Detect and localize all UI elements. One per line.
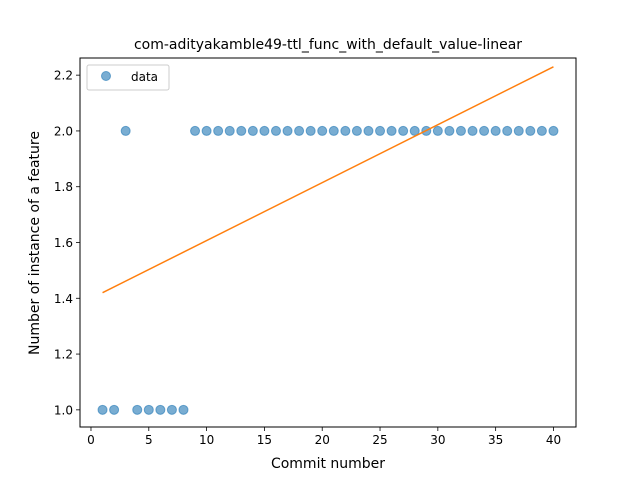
data-point <box>317 125 328 136</box>
data-point <box>305 125 316 136</box>
data-point <box>166 404 177 415</box>
data-point <box>294 125 305 136</box>
data-point <box>224 125 235 136</box>
data-point <box>270 125 281 136</box>
data-point <box>375 125 386 136</box>
y-tick-label: 2.2 <box>54 69 73 83</box>
data-point <box>132 404 143 415</box>
y-tick-label: 1.8 <box>54 180 73 194</box>
chart-title: com-adityakamble49-ttl_func_with_default… <box>134 37 522 53</box>
data-point <box>444 125 455 136</box>
x-axis-label: Commit number <box>271 456 385 472</box>
legend-marker-data <box>101 71 111 81</box>
data-point <box>213 125 224 136</box>
plot-area: 0 5 10 15 20 25 30 35 40 1.0 1.2 1.4 1.6 1.8 2.0 2.2 <box>54 57 577 447</box>
legend: data <box>86 64 170 91</box>
x-tick-label: 20 <box>315 433 330 447</box>
data-point <box>432 125 443 136</box>
data-point <box>247 125 258 136</box>
data-point <box>143 404 154 415</box>
data-point <box>502 125 513 136</box>
data-point <box>525 125 536 136</box>
data-point <box>363 125 374 136</box>
x-tick-label: 35 <box>488 433 503 447</box>
x-tick-label: 25 <box>372 433 387 447</box>
data-point <box>97 404 108 415</box>
data-point <box>536 125 547 136</box>
data-point <box>190 125 201 136</box>
data-point <box>340 125 351 136</box>
y-axis-label: Number of instance of a feature <box>27 131 43 355</box>
y-tick-label: 1.6 <box>54 236 73 250</box>
legend-label-data: data <box>131 70 158 84</box>
x-tick-label: 0 <box>87 433 95 447</box>
y-tick-label: 2.0 <box>54 124 73 138</box>
data-point <box>282 125 293 136</box>
fit-line <box>102 66 554 294</box>
data-point <box>120 125 131 136</box>
y-tick-label: 1.2 <box>54 348 73 362</box>
data-point <box>490 125 501 136</box>
data-point <box>548 125 559 136</box>
x-tick-label: 15 <box>257 433 272 447</box>
data-point <box>351 125 362 136</box>
data-point <box>109 404 120 415</box>
data-point <box>328 125 339 136</box>
data-point <box>178 404 189 415</box>
x-tick-label: 10 <box>199 433 214 447</box>
data-point <box>155 404 166 415</box>
y-tick-label: 1.4 <box>54 292 73 306</box>
y-tick-label: 1.0 <box>54 403 73 417</box>
data-point <box>201 125 212 136</box>
data-point <box>455 125 466 136</box>
x-tick-label: 5 <box>145 433 153 447</box>
data-point <box>398 125 409 136</box>
data-point <box>467 125 478 136</box>
data-point <box>259 125 270 136</box>
x-tick-label: 40 <box>546 433 561 447</box>
data-point <box>236 125 247 136</box>
data-point <box>513 125 524 136</box>
x-tick-label: 30 <box>430 433 445 447</box>
data-point <box>386 125 397 136</box>
data-point <box>409 125 420 136</box>
data-point <box>479 125 490 136</box>
